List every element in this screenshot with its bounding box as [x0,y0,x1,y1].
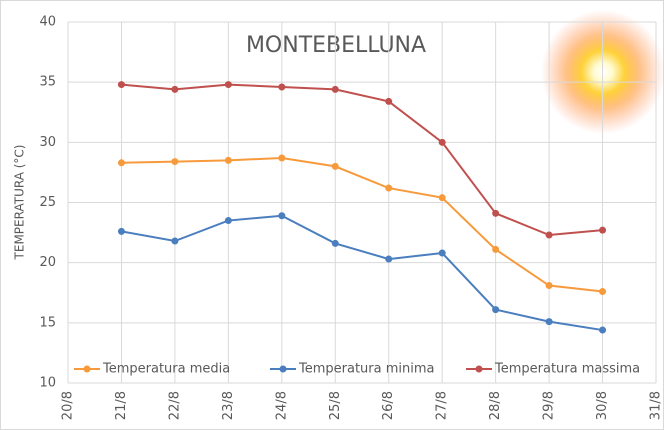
data-point [599,326,607,334]
x-tick-label: 25/8 [328,391,343,420]
data-point [545,231,553,239]
x-tick-label: 20/8 [61,391,76,420]
series-line [121,156,603,293]
data-point [438,138,446,146]
x-tick-label: 22/8 [167,391,182,420]
data-point [278,212,286,220]
y-axis-label: TEMPERATURA (°C) [13,145,27,261]
data-point [117,227,125,235]
legend-label: Temperatura media [102,362,230,377]
data-point [492,209,500,217]
series-line [121,214,603,332]
x-tick-label: 29/8 [542,391,557,420]
data-point [385,97,393,105]
data-point [599,226,607,234]
data-point [224,217,232,225]
data-point [331,85,339,93]
data-point [492,306,500,314]
y-tick-label: 20 [39,255,56,270]
series-line [121,83,603,237]
legend-label: Temperatura minima [298,362,435,377]
data-point [385,184,393,192]
y-tick-label: 10 [39,376,56,391]
legend-marker [475,365,483,373]
legend-marker [279,365,287,373]
legend-marker [83,365,91,373]
x-tick-label: 30/8 [595,391,610,420]
y-tick-label: 25 [39,195,56,210]
legend-label: Temperatura massima [494,362,640,377]
data-point [545,282,553,290]
data-point [438,249,446,257]
x-tick-label: 23/8 [221,391,236,420]
x-tick-label: 31/8 [649,391,664,420]
x-tick-label: 28/8 [488,391,503,420]
data-point [117,159,125,167]
data-point [278,83,286,91]
y-tick-label: 40 [39,15,56,30]
data-point [278,154,286,162]
x-tick-label: 26/8 [381,391,396,420]
y-tick-label: 15 [39,315,56,330]
y-tick-label: 30 [39,135,56,150]
x-tick-label: 21/8 [114,391,129,420]
x-tick-label: 24/8 [274,391,289,420]
data-point [171,158,179,166]
chart-title: MONTEBELLUNA [246,33,426,58]
data-point [599,288,607,296]
data-point [545,318,553,326]
data-point [117,81,125,89]
data-point [171,237,179,245]
data-point [438,194,446,202]
data-point [492,245,500,253]
y-tick-label: 35 [39,75,56,90]
data-point [385,255,393,263]
data-point [331,239,339,247]
data-point [224,156,232,164]
data-point [331,162,339,170]
data-point [171,85,179,93]
data-point [224,81,232,89]
x-tick-label: 27/8 [435,391,450,420]
